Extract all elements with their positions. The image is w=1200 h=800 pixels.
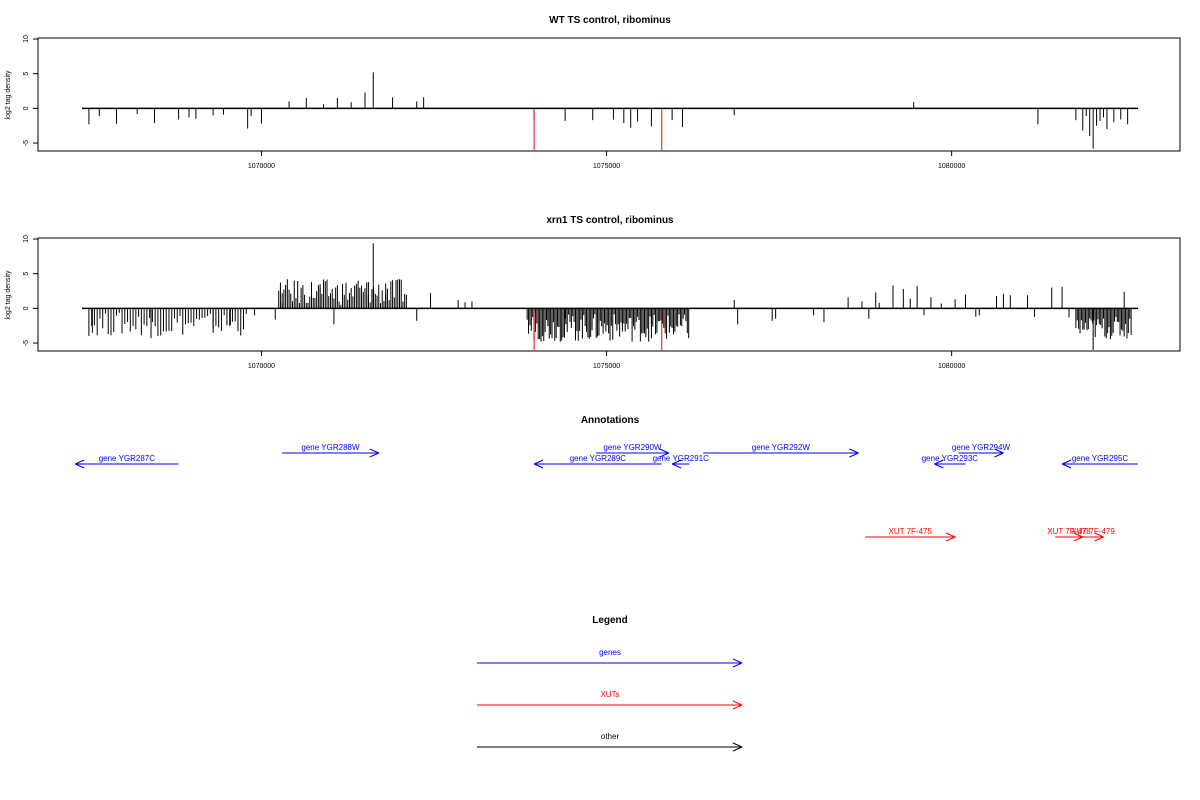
- legend-arrow-head: [732, 746, 743, 752]
- annotation-gene: gene YGR288W: [282, 443, 379, 458]
- x-tick-label: 1080000: [938, 163, 965, 170]
- annotation-arrow-head: [934, 463, 944, 469]
- annotation-xut: XUT 7F-475: [865, 527, 956, 542]
- annotation-xut: XUT 7F-478: [1047, 527, 1091, 542]
- legend-arrow-head: [732, 742, 743, 748]
- y-tick-label: 0: [23, 106, 30, 110]
- annotation-tracks: gene YGR287C gene YGR288W gene YGR289C gene…: [74, 443, 1138, 542]
- annotations-title: Annotations: [581, 415, 640, 426]
- annotation-arrow-head: [1094, 532, 1104, 538]
- x-tick-label: 1080000: [938, 363, 965, 370]
- annotation-label: gene YGR293C: [922, 454, 979, 463]
- annotation-arrow-head: [659, 452, 669, 458]
- annotation-label: gene YGR292W: [752, 443, 811, 452]
- annotation-arrow-head: [74, 459, 85, 465]
- y-tick-label: 5: [23, 72, 30, 76]
- annotation-arrow-head: [533, 463, 544, 469]
- annotation-arrow-head: [849, 448, 859, 454]
- annotation-arrow-head: [671, 463, 682, 469]
- annotation-arrow-head: [369, 452, 379, 458]
- legend-arrow-head: [732, 658, 743, 664]
- wt-signal-panel: WT TS control, ribominus log2 tag densit…: [5, 15, 1181, 170]
- annotation-arrow-head: [671, 459, 682, 465]
- xrn1-signal-panel: xrn1 TS control, ribominus log2 tag dens…: [5, 215, 1181, 370]
- annotation-arrow-head: [1061, 459, 1072, 465]
- annotation-gene: gene YGR294W: [952, 443, 1011, 458]
- annotation-label: gene YGR295C: [1072, 454, 1129, 463]
- legend-label: other: [601, 732, 620, 741]
- annotation-label: XUT 7F-479: [1071, 527, 1115, 536]
- legend-panel: Legend genes XUTs other: [477, 615, 743, 752]
- annotation-gene: gene YGR291C: [653, 454, 710, 469]
- x-tick-label: 1070000: [248, 163, 275, 170]
- annotation-label: gene YGR294W: [952, 443, 1011, 452]
- annotation-arrow-head: [1073, 536, 1083, 542]
- wt-x-axis: 1070000 1075000 1080000: [248, 151, 965, 170]
- legend-arrow-head: [732, 700, 743, 706]
- annotation-arrow-head: [1061, 463, 1072, 469]
- annotation-arrow-head: [369, 448, 379, 454]
- annotation-arrow-head: [1073, 532, 1083, 538]
- wt-y-axis: 10 5 0 -5: [23, 35, 39, 146]
- legend-title: Legend: [592, 615, 628, 626]
- legend-items: genes XUTs other: [477, 648, 743, 752]
- annotation-arrow-head: [849, 452, 859, 458]
- legend-item-other: other: [477, 732, 743, 752]
- y-tick-label: 0: [23, 306, 30, 310]
- legend-label: genes: [599, 648, 621, 657]
- xrn1-x-axis: 1070000 1075000 1080000: [248, 351, 965, 370]
- annotation-label: gene YGR288W: [301, 443, 360, 452]
- annotation-label: XUT 7F-478: [1047, 527, 1091, 536]
- annotation-arrow-head: [659, 448, 669, 454]
- annotation-gene: gene YGR295C: [1061, 454, 1138, 469]
- legend-label: XUTs: [600, 690, 619, 699]
- legend-arrow-head: [732, 662, 743, 668]
- x-tick-label: 1075000: [593, 163, 620, 170]
- legend-item-xut: XUTs: [477, 690, 743, 710]
- y-tick-label: 5: [23, 272, 30, 276]
- annotation-label: gene YGR290W: [603, 443, 662, 452]
- wt-y-axis-label: log2 tag density: [5, 70, 12, 120]
- wt-plot-frame: [37, 37, 1181, 152]
- annotation-arrow-head: [74, 463, 85, 469]
- annotation-gene: gene YGR289C: [533, 454, 662, 469]
- legend-item-gene: genes: [477, 648, 743, 668]
- y-tick-label: -5: [23, 340, 30, 346]
- xrn1-panel-title: xrn1 TS control, ribominus: [546, 215, 674, 226]
- annotation-arrow-head: [1094, 536, 1104, 542]
- xrn1-plot-frame: [37, 237, 1181, 352]
- annotation-xut: XUT 7F-479: [1071, 527, 1115, 542]
- annotation-arrow-head: [934, 459, 944, 465]
- annotation-gene: gene YGR290W: [596, 443, 669, 458]
- y-tick-label: 10: [23, 235, 30, 243]
- annotation-label: gene YGR291C: [653, 454, 710, 463]
- wt-signal-bars: [82, 72, 1138, 150]
- legend-arrow-head: [732, 704, 743, 710]
- annotation-arrow-head: [533, 459, 544, 465]
- annotation-gene: gene YGR292W: [703, 443, 859, 458]
- xrn1-signal-bars: [82, 243, 1138, 350]
- annotation-arrow-head: [945, 532, 956, 538]
- annotation-label: gene YGR289C: [570, 454, 627, 463]
- wt-panel-title: WT TS control, ribominus: [549, 15, 671, 26]
- x-tick-label: 1070000: [248, 363, 275, 370]
- annotation-gene: gene YGR293C: [922, 454, 979, 469]
- annotation-arrow-head: [994, 448, 1004, 454]
- xrn1-y-axis: 10 5 0 -5: [23, 235, 39, 346]
- annotation-arrow-head: [994, 452, 1004, 458]
- annotation-gene: gene YGR287C: [74, 454, 179, 469]
- y-tick-label: 10: [23, 35, 30, 43]
- annotation-arrow-head: [945, 536, 956, 542]
- x-tick-label: 1075000: [593, 363, 620, 370]
- annotation-label: gene YGR287C: [99, 454, 156, 463]
- xrn1-y-axis-label: log2 tag density: [5, 270, 12, 320]
- annotation-label: XUT 7F-475: [889, 527, 933, 536]
- y-tick-label: -5: [23, 140, 30, 146]
